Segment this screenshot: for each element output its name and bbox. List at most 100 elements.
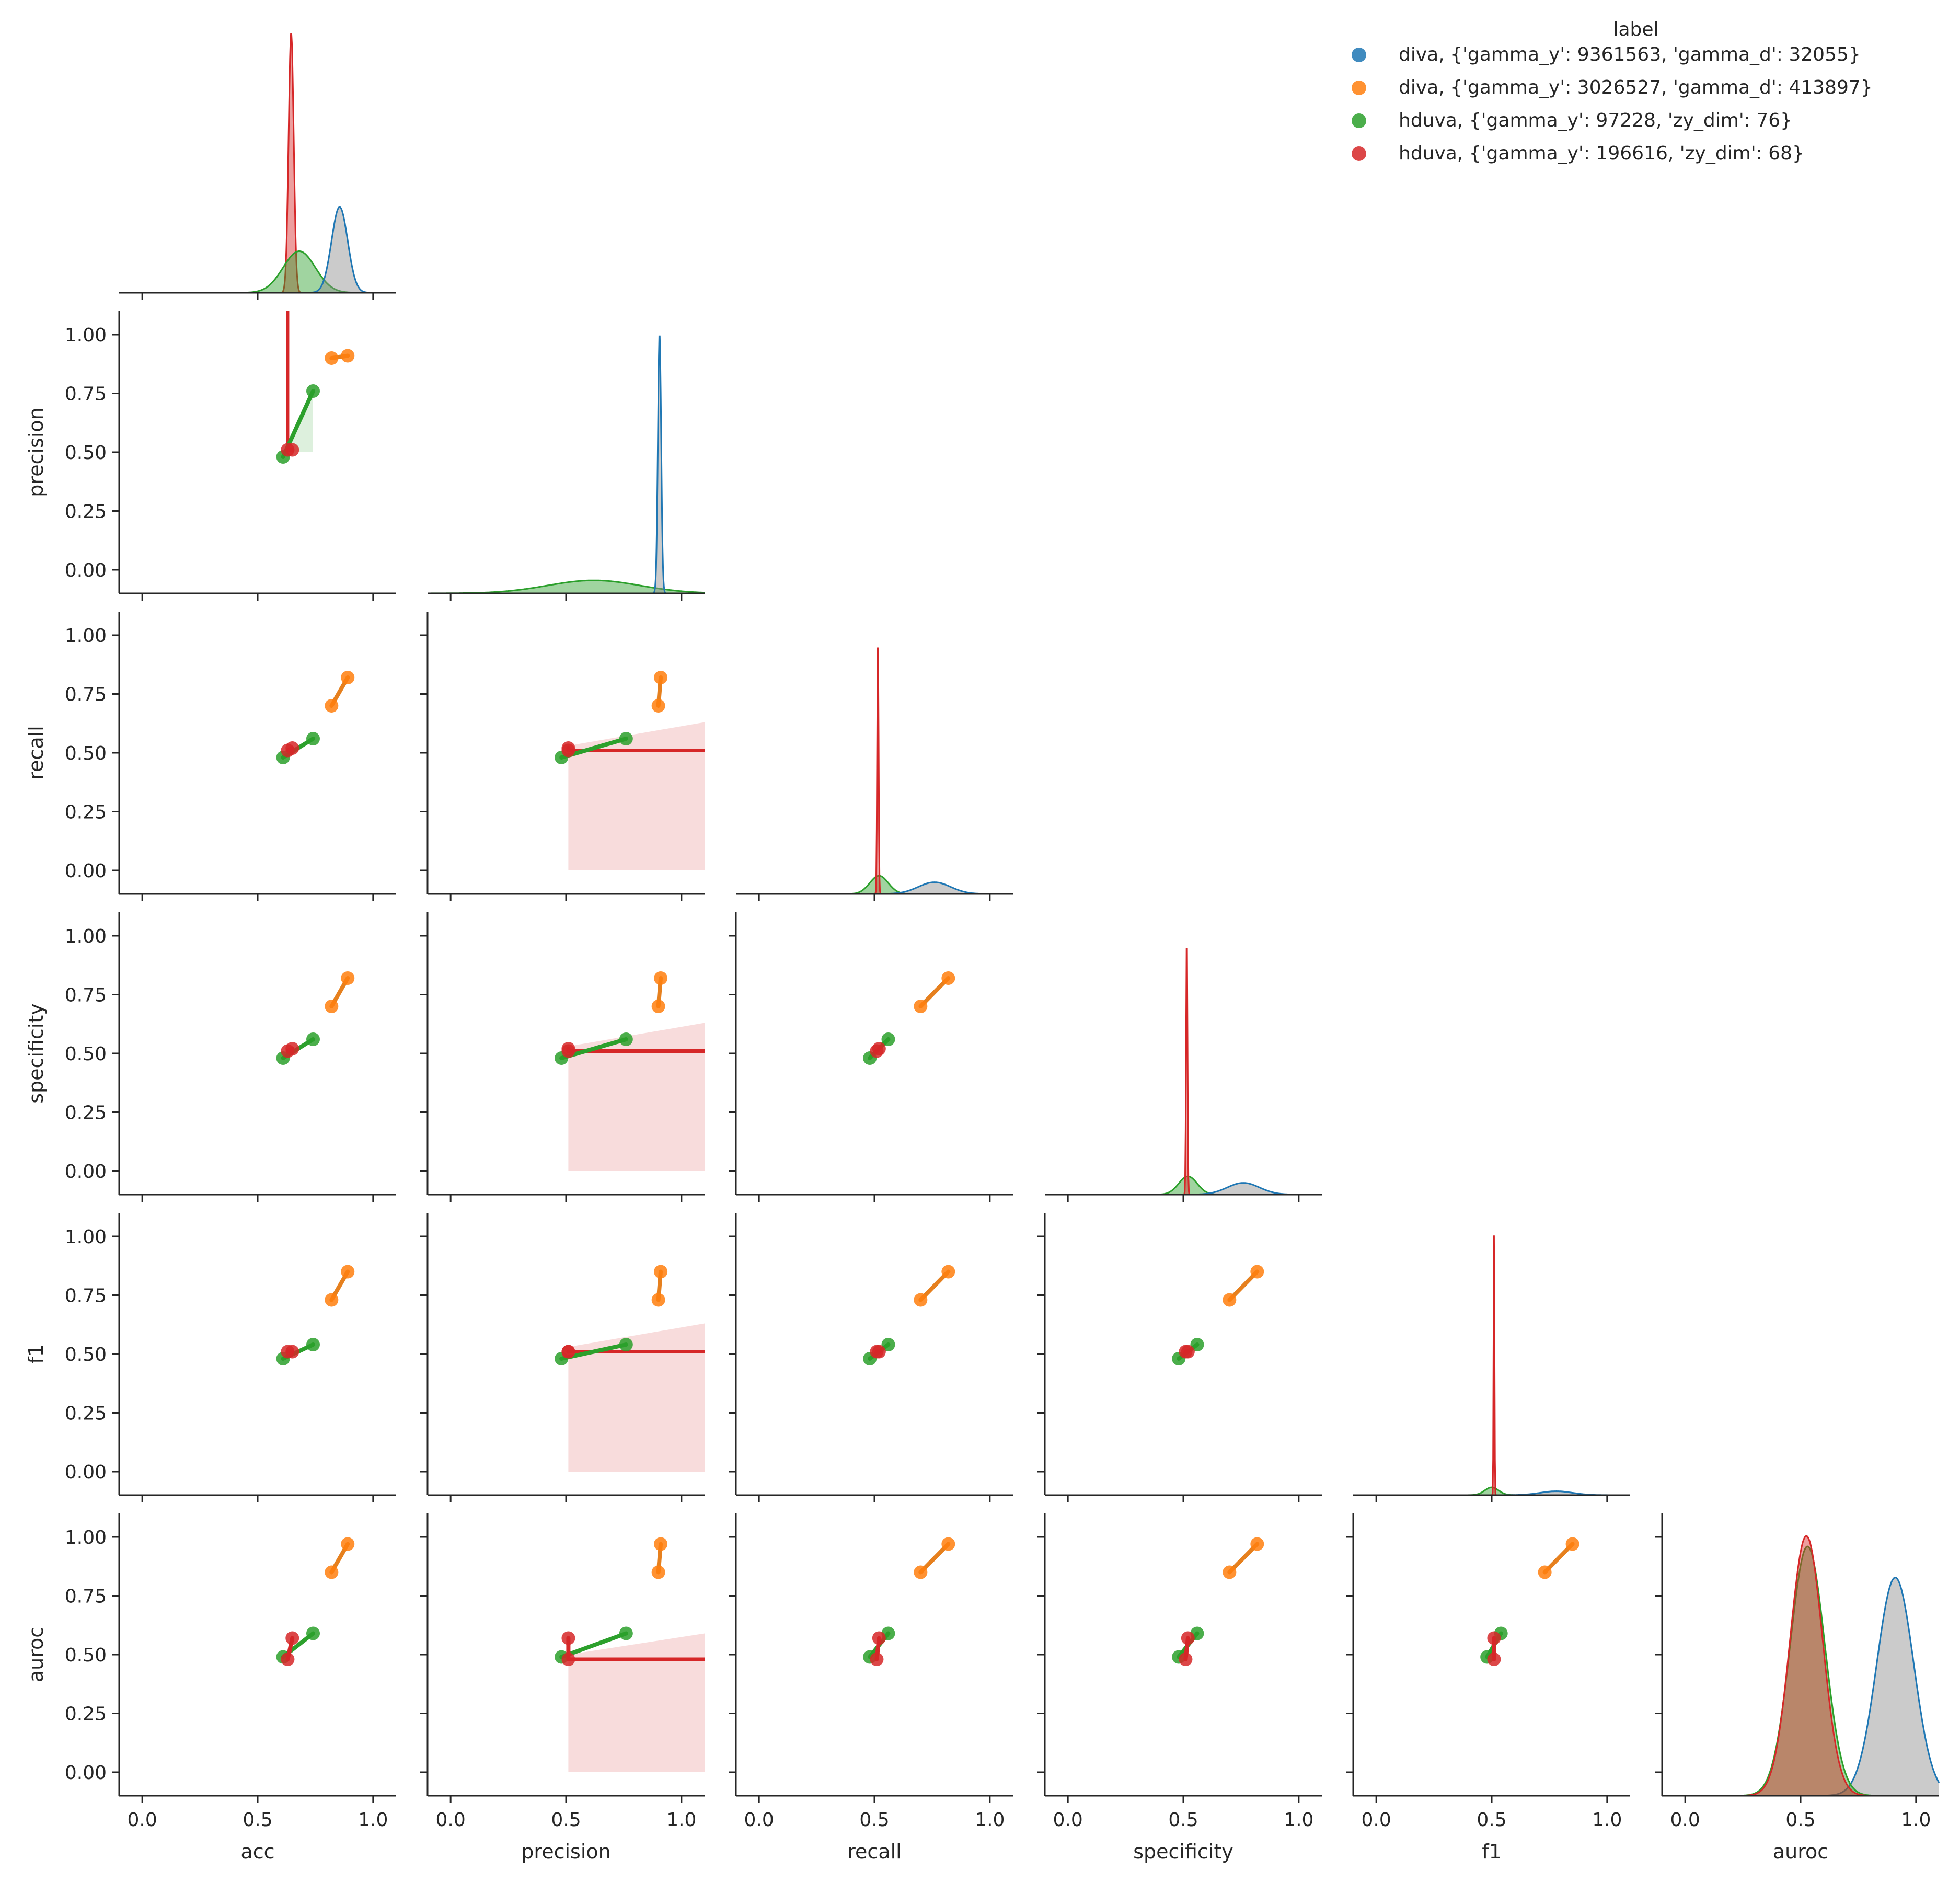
data-point	[285, 1042, 299, 1055]
data-point	[914, 1000, 928, 1013]
data-point	[306, 1626, 320, 1640]
data-point	[325, 699, 339, 713]
x-axis-label: acc	[240, 1840, 274, 1863]
data-point	[1223, 1565, 1237, 1579]
kde-fill-2	[736, 648, 1013, 894]
y-tick-label: 0.00	[65, 860, 107, 882]
panel-recall-vs-acc: 0.00 0.25 0.50 0.75 1.00 recall	[25, 612, 396, 901]
y-axis-label: precision	[25, 407, 48, 497]
y-axis-label: specificity	[25, 1003, 48, 1104]
panel-recall-vs-precision	[420, 612, 705, 901]
data-point	[654, 1537, 668, 1551]
panel-precision-vs-acc: 0.00 0.25 0.50 0.75 1.00 precision	[25, 311, 396, 601]
y-tick-label: 1.00	[65, 926, 107, 947]
data-point	[306, 732, 320, 745]
y-tick-label: 0.25	[65, 802, 107, 823]
y-tick-label: 0.75	[65, 384, 107, 405]
y-tick-label: 0.50	[65, 743, 107, 764]
kde-fill-1	[1662, 1546, 1939, 1796]
kde-fill-0	[428, 580, 705, 593]
panel-grid: 0.00 0.25 0.50 0.75 1.00 precision 0.00 0.25 0.5…	[25, 33, 1940, 1863]
data-point	[654, 1265, 668, 1279]
data-point	[1181, 1631, 1195, 1645]
data-point	[651, 1000, 665, 1013]
data-point	[872, 1042, 886, 1055]
y-tick-label: 0.75	[65, 684, 107, 706]
legend-entries: diva, {'gamma_y': 9361563, 'gamma_d': 32…	[1352, 44, 1873, 164]
x-tick-label: 0.0	[1670, 1809, 1700, 1831]
data-point	[914, 1565, 928, 1579]
data-point	[619, 1338, 633, 1351]
x-tick-label: 1.0	[1901, 1809, 1931, 1831]
kde-fill-2	[1353, 1235, 1630, 1495]
data-point	[619, 1626, 633, 1640]
y-tick-label: 0.00	[65, 1762, 107, 1784]
x-axis-label: auroc	[1773, 1840, 1828, 1863]
data-point	[941, 971, 955, 985]
x-tick-label: 0.0	[436, 1809, 466, 1831]
panel-auroc-vs-specificity: 0.0 0.5 1.0 specificity	[1037, 1513, 1322, 1863]
x-tick-label: 0.5	[1477, 1809, 1506, 1831]
data-point	[285, 1345, 299, 1359]
x-tick-label: 0.5	[551, 1809, 581, 1831]
panel-precision-vs-precision	[428, 335, 705, 601]
kde-line-2	[1045, 948, 1322, 1196]
x-tick-label: 0.0	[1053, 1809, 1083, 1831]
legend-entry-label: hduva, {'gamma_y': 196616, 'zy_dim': 68}	[1399, 143, 1804, 164]
legend-marker	[1352, 48, 1366, 62]
kde-fill-2	[1662, 1536, 1939, 1796]
legend-title: label	[1613, 19, 1658, 40]
data-point	[561, 741, 575, 755]
panel-f1-vs-precision	[420, 1213, 705, 1502]
y-axis-label: recall	[25, 726, 48, 779]
y-axis-label: f1	[25, 1344, 48, 1364]
data-point	[285, 443, 299, 457]
data-point	[561, 1345, 575, 1359]
y-tick-label: 0.00	[65, 560, 107, 581]
data-point	[306, 384, 320, 398]
kde-line-2	[119, 206, 396, 294]
data-point	[1181, 1345, 1195, 1359]
data-point	[1250, 1265, 1264, 1279]
data-point	[341, 1265, 355, 1279]
data-point	[561, 1653, 575, 1666]
data-point	[619, 732, 633, 745]
y-tick-label: 0.50	[65, 442, 107, 464]
data-point	[561, 1631, 575, 1645]
y-tick-label: 1.00	[65, 325, 107, 346]
panel-acc-vs-acc	[119, 33, 396, 300]
kde-line-2	[736, 647, 1013, 895]
y-tick-label: 0.50	[65, 1043, 107, 1065]
data-point	[1223, 1293, 1237, 1307]
data-point	[881, 1338, 895, 1351]
y-axis-label: auroc	[25, 1627, 48, 1682]
x-tick-label: 1.0	[358, 1809, 388, 1831]
data-point	[619, 1032, 633, 1046]
data-point	[325, 351, 339, 365]
data-point	[306, 1032, 320, 1046]
panel-auroc-vs-acc: 0.0 0.5 1.0 0.00 0.25 0.50 0.75 1.00 acc auroc	[25, 1513, 396, 1863]
kde-fill-1	[1045, 1183, 1322, 1195]
x-tick-label: 1.0	[666, 1809, 696, 1831]
kde-fill-0	[1045, 1176, 1322, 1195]
y-tick-label: 0.00	[65, 1161, 107, 1183]
data-point	[341, 671, 355, 684]
data-point	[1487, 1631, 1501, 1645]
panel-recall-vs-recall	[736, 647, 1013, 901]
legend-marker	[1352, 146, 1366, 161]
y-tick-label: 0.25	[65, 1103, 107, 1124]
data-point	[341, 349, 355, 363]
x-axis-label: precision	[521, 1840, 610, 1863]
y-tick-label: 0.50	[65, 1645, 107, 1666]
legend-marker	[1352, 81, 1366, 95]
data-point	[1190, 1338, 1204, 1351]
data-point	[914, 1293, 928, 1307]
data-point	[941, 1537, 955, 1551]
panel-specificity-vs-acc: 0.00 0.25 0.50 0.75 1.00 specificity	[25, 912, 396, 1202]
x-axis-label: specificity	[1133, 1840, 1233, 1863]
legend-entry-label: diva, {'gamma_y': 9361563, 'gamma_d': 32…	[1399, 44, 1861, 65]
x-tick-label: 0.0	[1362, 1809, 1391, 1831]
data-point	[872, 1345, 886, 1359]
panel-auroc-vs-f1: 0.0 0.5 1.0 f1	[1346, 1513, 1630, 1863]
